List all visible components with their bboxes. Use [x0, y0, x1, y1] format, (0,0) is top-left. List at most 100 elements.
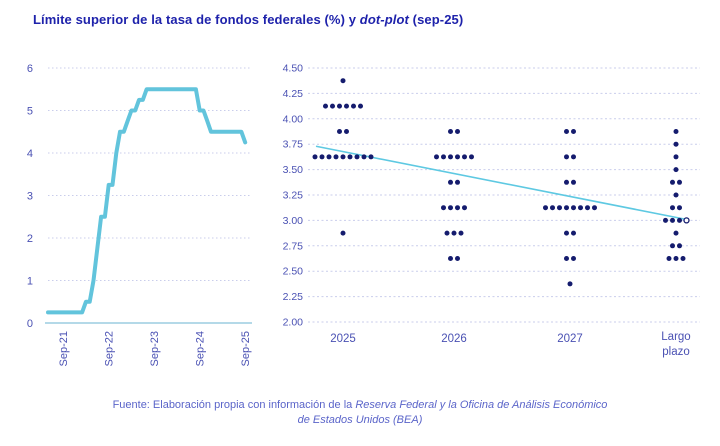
dot	[323, 103, 328, 109]
x-tick-label: Sep-22	[104, 331, 116, 366]
x-tick-label: Sep-25	[240, 331, 252, 366]
dot	[330, 103, 335, 109]
dot	[673, 141, 679, 147]
y-tick-label: 3.50	[283, 164, 304, 176]
dot	[354, 154, 360, 160]
y-tick-label: 3.25	[283, 190, 304, 202]
dot	[564, 154, 569, 160]
dot	[333, 154, 339, 160]
dot	[670, 217, 675, 223]
y-tick-label: 6	[27, 63, 33, 75]
source-note-line2: de Estados Unidos (BEA)	[297, 414, 423, 426]
dot	[340, 78, 346, 84]
source-note: Fuente: Elaboración propia con informaci…	[0, 398, 720, 428]
dot	[319, 154, 325, 160]
dot	[351, 103, 356, 109]
dot	[663, 217, 668, 223]
dot	[462, 154, 467, 160]
y-tick-label: 0	[27, 318, 33, 330]
dot	[344, 103, 349, 109]
dot	[347, 154, 353, 160]
dot	[312, 154, 318, 160]
dot-plot-chart: 2.00 2.25 2.50 2.75 3.00 3.25 3.50 3.75 4.00 4.25…	[283, 63, 700, 358]
dot	[677, 217, 682, 223]
dot	[543, 205, 548, 211]
dot	[571, 256, 576, 261]
dot	[585, 205, 590, 211]
dot	[368, 154, 374, 160]
y-tick-label: 2.50	[283, 266, 304, 278]
dot	[337, 129, 342, 134]
dot	[451, 230, 457, 236]
dot	[673, 256, 679, 261]
dot	[455, 154, 460, 160]
dot	[564, 256, 569, 261]
y-tick-label: 2.75	[283, 240, 304, 252]
dot	[361, 154, 367, 160]
y-tick-label: 5	[27, 106, 33, 118]
figure-title: Límite superior de la tasa de fondos fed…	[33, 12, 463, 27]
dot	[571, 129, 576, 134]
dot	[677, 243, 682, 249]
y-tick-label: 2	[27, 233, 33, 245]
dot	[550, 205, 555, 211]
dot	[448, 205, 453, 211]
dot	[344, 129, 349, 134]
dot	[441, 154, 446, 160]
dot	[571, 179, 576, 185]
dot	[448, 129, 453, 134]
dot	[673, 154, 679, 160]
y-tick-label: 2.00	[283, 317, 304, 329]
dot	[455, 205, 460, 211]
dot	[358, 103, 363, 109]
y-tick-label: 3.00	[283, 215, 304, 227]
dot	[564, 205, 569, 211]
y-tick-label: 2.25	[283, 291, 304, 303]
dot	[571, 154, 576, 160]
dot	[673, 167, 679, 173]
dot	[455, 256, 460, 261]
dot	[441, 205, 446, 211]
title-text: Límite superior de la tasa de fondos fed…	[33, 12, 360, 27]
dot	[455, 129, 460, 134]
dot	[337, 103, 342, 109]
x-tick-label: Sep-23	[149, 331, 161, 366]
dot	[673, 192, 679, 198]
fed-funds-line-chart: 0 1 2 3 4 5 6 Sep-21 Sep-22 Sep-23 Sep-24 Sep-25	[27, 63, 252, 366]
dot	[462, 205, 467, 211]
dot	[567, 281, 573, 287]
dot	[448, 154, 453, 160]
trend-line	[315, 145, 687, 221]
dot	[469, 154, 474, 160]
y-tick-label: 4.50	[283, 63, 304, 75]
title-italic-text: dot-plot	[359, 12, 409, 27]
category-label: 2026	[441, 333, 467, 345]
dot	[578, 205, 583, 211]
dot	[571, 205, 576, 211]
dot	[564, 179, 569, 185]
dot	[564, 129, 569, 134]
dot	[458, 230, 464, 236]
rate-line	[46, 87, 248, 315]
y-tick-label: 4.25	[283, 88, 304, 100]
source-note-line1: Fuente: Elaboración propia con informaci…	[112, 399, 608, 411]
dot	[448, 256, 453, 261]
open-dot	[683, 217, 690, 224]
dot	[666, 256, 672, 261]
title-suffix-text: (sep-25)	[408, 12, 464, 27]
y-tick-label: 3.75	[283, 139, 304, 151]
dot	[340, 230, 346, 236]
dot	[340, 154, 346, 160]
dot	[455, 179, 460, 185]
x-tick-label: Sep-21	[58, 331, 70, 366]
y-tick-label: 1	[27, 276, 33, 288]
dot	[677, 179, 682, 185]
category-label: Largo plazo	[661, 331, 690, 358]
category-label: 2025	[330, 333, 356, 345]
dot	[670, 205, 675, 211]
y-tick-label: 3	[27, 191, 33, 203]
x-tick-label: Sep-24	[195, 331, 207, 366]
dot	[571, 230, 576, 236]
